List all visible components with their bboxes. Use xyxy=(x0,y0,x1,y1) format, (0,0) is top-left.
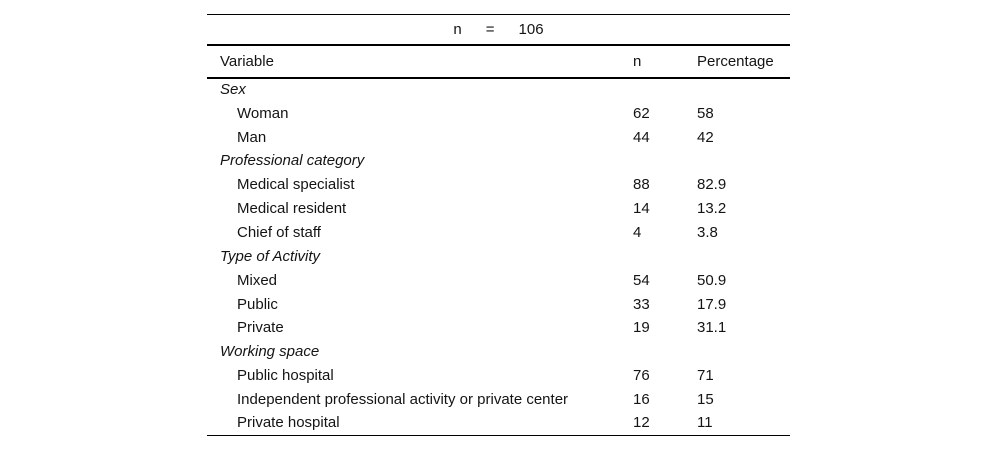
section-header-row: Working space xyxy=(207,340,790,364)
row-variable: Mixed xyxy=(237,271,278,289)
row-percentage: 17.9 xyxy=(697,295,727,313)
section-label: Type of Activity xyxy=(220,247,321,265)
table-row: Independent professional activity or pri… xyxy=(207,387,790,411)
column-header-percentage: Percentage xyxy=(697,44,790,79)
row-percentage: 42 xyxy=(697,128,714,146)
table-row: Public hospital 76 71 xyxy=(207,364,790,388)
sample-size-note: n = 106 xyxy=(207,21,790,38)
table-body: Sex Woman 62 58 Man 44 42 Professional category… xyxy=(207,78,790,436)
row-variable: Private hospital xyxy=(237,414,340,432)
row-variable: Woman xyxy=(237,104,289,122)
row-variable: Independent professional activity or pri… xyxy=(237,390,569,408)
table-row: Woman 62 58 xyxy=(207,101,790,125)
section-label: Working space xyxy=(220,343,320,361)
table-row: Mixed 54 50.9 xyxy=(207,268,790,292)
table-row: Public 33 17.9 xyxy=(207,292,790,316)
row-percentage: 82.9 xyxy=(697,176,727,194)
row-n: 4 xyxy=(633,223,642,241)
row-variable: Chief of staff xyxy=(237,223,321,241)
row-variable: Public xyxy=(237,295,278,313)
row-variable: Private xyxy=(237,319,284,337)
table-row: Private hospital 12 11 xyxy=(207,411,790,435)
sample-size-n-label: n xyxy=(453,20,462,38)
row-variable: Man xyxy=(237,128,267,146)
row-n: 19 xyxy=(633,319,650,337)
row-n: 62 xyxy=(633,104,650,122)
sample-size-row: n = 106 xyxy=(207,14,790,46)
sample-size-value: 106 xyxy=(518,20,544,38)
row-n: 76 xyxy=(633,367,650,385)
row-n: 44 xyxy=(633,128,650,146)
sample-size-cell: n = 106 xyxy=(207,14,790,46)
table-row: Chief of staff 4 3.8 xyxy=(207,221,790,245)
row-percentage: 3.8 xyxy=(697,223,718,241)
table-row: Private 19 31.1 xyxy=(207,316,790,340)
row-variable: Medical specialist xyxy=(237,176,355,194)
row-n: 33 xyxy=(633,295,650,313)
row-n: 12 xyxy=(633,414,650,432)
row-n: 54 xyxy=(633,271,650,289)
table-row: Medical specialist 88 82.9 xyxy=(207,173,790,197)
section-label: Professional category xyxy=(220,152,365,170)
row-percentage: 31.1 xyxy=(697,319,727,337)
row-n: 88 xyxy=(633,176,650,194)
row-percentage: 50.9 xyxy=(697,271,727,289)
row-variable: Medical resident xyxy=(237,200,347,218)
section-header-row: Professional category xyxy=(207,149,790,173)
column-header-variable: Variable xyxy=(207,44,633,79)
section-header-row: Sex xyxy=(207,78,790,102)
row-percentage: 11 xyxy=(697,414,713,432)
row-percentage: 71 xyxy=(697,367,714,385)
table-row: Man 44 42 xyxy=(207,125,790,149)
section-label: Sex xyxy=(220,81,246,99)
row-n: 14 xyxy=(633,200,650,218)
row-variable: Public hospital xyxy=(237,367,334,385)
section-header-row: Type of Activity xyxy=(207,244,790,268)
summary-table: n = 106 Variable n Percentage Sex Woman 62… xyxy=(207,14,790,436)
row-n: 16 xyxy=(633,390,650,408)
column-header-row: Variable n Percentage xyxy=(207,44,790,79)
column-header-n: n xyxy=(633,44,697,79)
row-percentage: 58 xyxy=(697,104,714,122)
row-percentage: 15 xyxy=(697,390,714,408)
summary-table-container: n = 106 Variable n Percentage Sex Woman 62… xyxy=(207,14,790,436)
table-row: Medical resident 14 13.2 xyxy=(207,197,790,221)
sample-size-equals: = xyxy=(485,20,495,38)
row-percentage: 13.2 xyxy=(697,200,727,218)
